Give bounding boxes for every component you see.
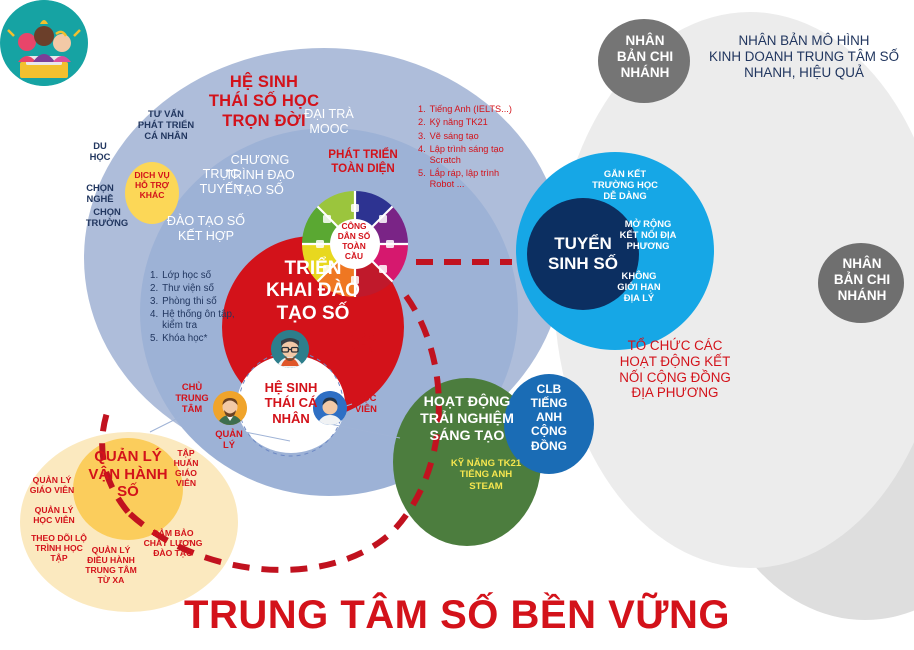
lifelong-list-item: 4. Hệ thống ôn tập, kiểm tra (150, 309, 254, 332)
skills-list-item-text: Vẽ sáng tạo (429, 130, 479, 141)
branch-replication-label-top: NHÂN BẢN CHI NHÁNH (616, 33, 674, 80)
experience-heading: HOẠT ĐỘNG TRẢI NGHIỆM SÁNG TẠO (420, 394, 514, 444)
skills-list-item-number: 5. (418, 168, 426, 179)
label-mooc: ĐẠI TRÀ MOOC (304, 107, 354, 136)
label-training-quality-assurance: ĐẢM BẢO CHẤT LƯỢNG ĐÀO TẠO (143, 528, 203, 559)
label-blended-digital-training: ĐÀO TẠO SỐ KẾT HỢP (166, 214, 246, 243)
club-label: CLB TIẾNG ANH CỘNG ĐỒNG (530, 382, 568, 453)
label-no-geographic-limit: KHÔNG GIỚI HẠN ĐỊA LÝ (617, 270, 661, 304)
page-title: TRUNG TÂM SỐ BỀN VỮNG (184, 593, 730, 637)
lifelong-numbered-list: 1. Lớp học số 2. Thư viện số 3. Phòng thi số 4… (150, 258, 254, 358)
label-manager: QUẢN LÝ (215, 428, 243, 451)
skills-list-item-text: Lắp ráp, lập trình Robot ... (429, 168, 500, 190)
creative-kids-illustration (0, 0, 88, 86)
label-comprehensive-development: PHÁT TRIỂN TOÀN DIỆN (328, 148, 398, 175)
label-easy-school-connection: GẮN KẾT TRƯỜNG HỌC DỄ DÀNG (592, 168, 658, 202)
admissions-heading: TUYỂN SINH SỐ (548, 234, 618, 274)
lifelong-list-item: 1. Lớp học số (150, 270, 254, 282)
label-online: TRỰC TUYẾN (199, 167, 243, 196)
label-learning-path-tracking: THEO DÕI LỘ TRÌNH HỌC TẬP (31, 533, 87, 564)
wheel-segment-icons (316, 204, 394, 284)
label-career-choice: CHỌN NGHỀ (86, 182, 114, 205)
student-avatar (313, 391, 347, 425)
lifelong-list-item: 5. Khóa học* (150, 333, 254, 345)
label-teacher-training: TẬP HUẤN GIÁO VIÊN (173, 448, 199, 489)
lifelong-list-item-text: Lớp học số (162, 269, 212, 281)
skills-list-item-number: 3. (418, 130, 426, 141)
experience-tags: KỸ NĂNG TK21 TIẾNG ANH STEAM (450, 458, 522, 492)
branch-replication-pill-top (598, 19, 690, 103)
lifelong-list-item-number: 2. (150, 282, 159, 294)
lifelong-list-item-text: Khóa học* (162, 333, 208, 345)
deploy-training-heading: TRIỂN KHAI ĐÀO TẠO SỐ (266, 258, 360, 324)
label-center-owner: CHỦ TRUNG TÂM (175, 381, 209, 415)
teacher-avatar (271, 330, 309, 368)
club-circle (504, 374, 594, 474)
label-remote-center-management: QUẢN LÝ ĐIỀU HÀNH TRUNG TÂM TỪ XA (85, 545, 137, 586)
skills-list-item-text: Kỹ năng TK21 (429, 117, 488, 128)
skills-list-item-text: Lập trình sáng tạo Scratch (429, 143, 504, 165)
global-citizen-hub (330, 219, 380, 269)
lifelong-heading: HỆ SINH THÁI SỐ HỌC TRỌN ĐỜI (208, 73, 320, 130)
lifelong-list-item-number: 1. (150, 269, 159, 281)
skills-list-item: 2. Kỹ năng TK21 (418, 117, 522, 128)
personal-ecosystem-heading: HỆ SINH THÁI CÁ NHÂN (264, 380, 318, 426)
other-services-badge (125, 162, 179, 224)
community-caption: TỔ CHỨC CÁC HOẠT ĐỘNG KẾT NỐI CỘNG ĐỒNG … (619, 338, 731, 401)
label-expand-local-connection: MỞ RỘNG KẾT NỐI ĐỊA PHƯƠNG (619, 218, 677, 252)
label-personal-development-advice: TƯ VẤN PHÁT TRIỂN CÁ NHÂN (137, 108, 195, 142)
branch-replication-caption: NHÂN BẢN MÔ HÌNH KINH DOANH TRUNG TÂM SỐ… (709, 33, 899, 80)
label-student: HỌC VIÊN (355, 392, 377, 415)
skills-list-item: 3. Vẽ sáng tạo (418, 131, 522, 142)
operations-heading: QUẢN LÝ VẬN HÀNH SỐ (88, 448, 168, 501)
label-student-management: QUẢN LÝ HỌC VIÊN (33, 505, 75, 526)
skills-list-item: 5. Lắp ráp, lập trình Robot ... (418, 168, 522, 190)
lifelong-list-item-text: Phòng thi số (162, 295, 217, 307)
branch-replication-pill-right (818, 243, 904, 323)
label-school-choice: CHỌN TRƯỜNG (85, 206, 129, 229)
skills-list-item-number: 1. (418, 103, 426, 114)
lifelong-list-item-number: 4. (150, 308, 159, 320)
skills-list-item-text: Tiếng Anh (IELTS...) (429, 103, 512, 114)
skills-list-item: 1. Tiếng Anh (IELTS...) (418, 104, 522, 115)
label-other-support-services: DỊCH VỤ HỖ TRỢ KHÁC (134, 170, 170, 201)
lifelong-list-item-number: 5. (150, 333, 159, 345)
lifelong-list-item-text: Thư viện số (162, 282, 214, 294)
label-study-abroad: DU HỌC (89, 140, 111, 163)
admissions-inner-circle (527, 198, 639, 310)
skills-list-item: 4. Lập trình sáng tạo Scratch (418, 144, 522, 166)
label-teacher-management: QUẢN LÝ GIÁO VIÊN (29, 475, 75, 496)
label-teacher: GIÁO VIÊN (351, 332, 375, 355)
skills-list-item-number: 4. (418, 143, 426, 154)
skills-numbered-list: 1. Tiếng Anh (IELTS...) 2. Kỹ năng TK21 3. Vẽ… (418, 93, 522, 203)
manager-avatar (213, 391, 247, 425)
branch-replication-label-right: NHÂN BẢN CHI NHÁNH (833, 256, 891, 303)
lifelong-list-item-number: 3. (150, 295, 159, 307)
global-citizen-hub-label: CÔNG DÂN SỐ TOÀN CẦU (337, 221, 371, 261)
lifelong-list-item-text: Hệ thống ôn tập, kiểm tra (162, 308, 235, 332)
lifelong-list-item: 2. Thư viện số (150, 283, 254, 295)
label-digital-training-program: CHƯƠNG TRÌNH ĐẠO TẠO SỐ (225, 153, 295, 197)
skills-list-item-number: 2. (418, 117, 426, 128)
lifelong-list-item: 3. Phòng thi số (150, 296, 254, 308)
